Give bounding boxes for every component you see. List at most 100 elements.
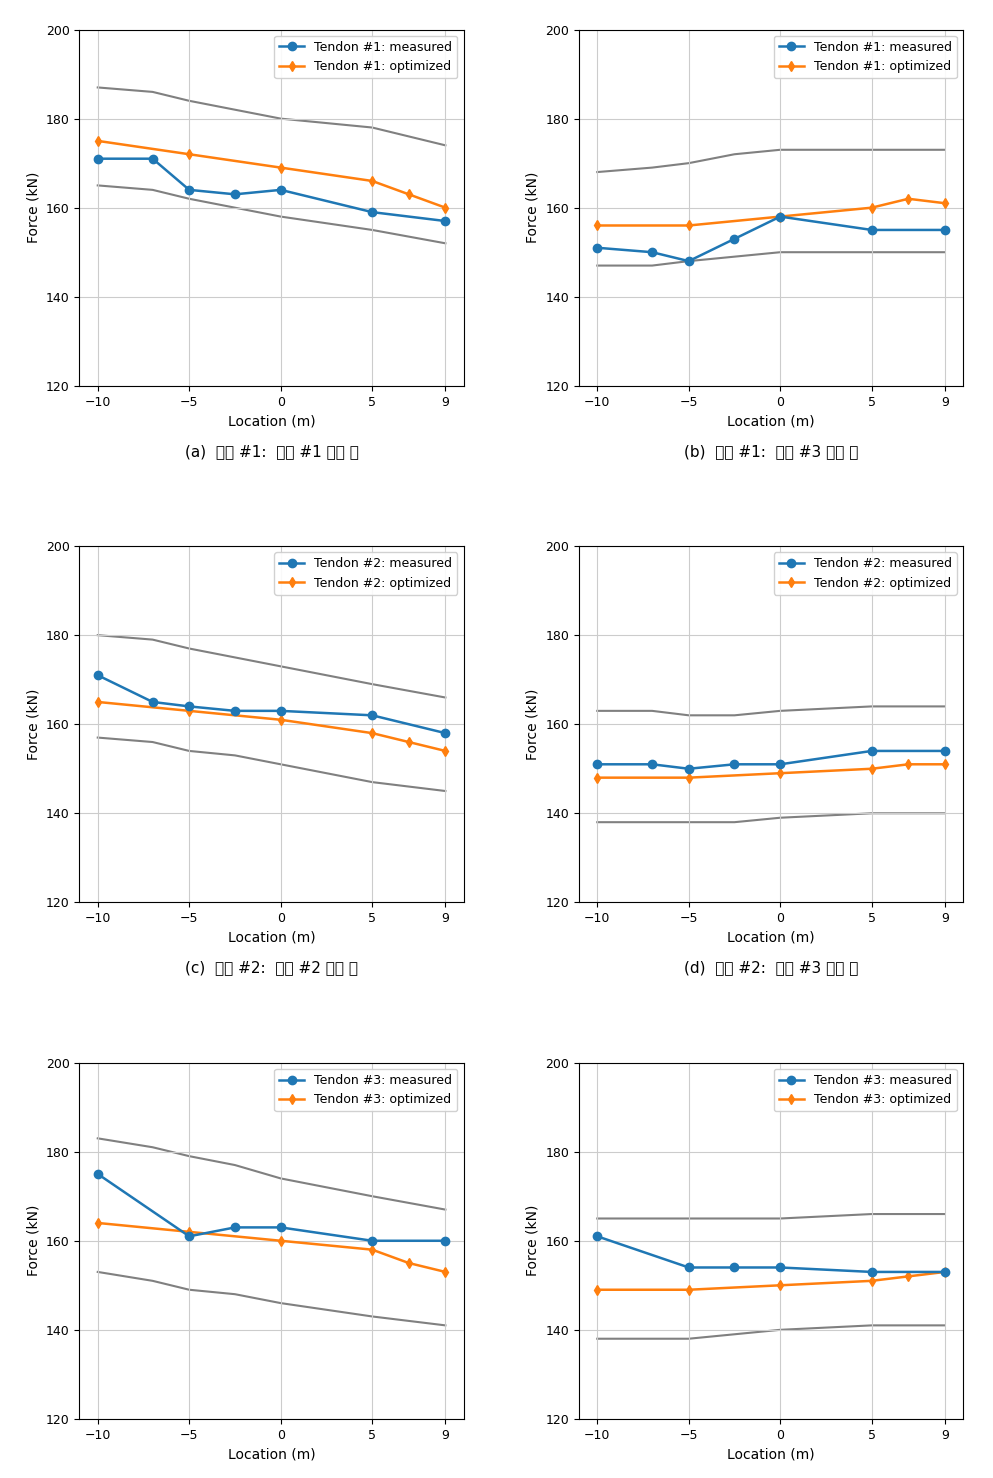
- X-axis label: Location (m): Location (m): [227, 931, 316, 944]
- Title: (c)  텐던 #2:  텐던 #2 긴장 후: (c) 텐던 #2: 텐던 #2 긴장 후: [185, 961, 358, 975]
- Y-axis label: Force (kN): Force (kN): [526, 689, 540, 760]
- Tendon #2: measured: (0, 151): measured: (0, 151): [775, 755, 786, 773]
- Tendon #3: optimized: (5, 151): optimized: (5, 151): [866, 1273, 878, 1290]
- Line: Tendon #2: optimized: Tendon #2: optimized: [94, 699, 449, 754]
- Tendon #2: optimized: (-10, 165): optimized: (-10, 165): [91, 693, 103, 711]
- X-axis label: Location (m): Location (m): [727, 414, 815, 429]
- Tendon #2: optimized: (0, 149): optimized: (0, 149): [775, 764, 786, 782]
- Tendon #2: measured: (-5, 150): measured: (-5, 150): [683, 760, 695, 777]
- Tendon #3: optimized: (-10, 149): optimized: (-10, 149): [591, 1281, 603, 1299]
- Tendon #2: optimized: (9, 151): optimized: (9, 151): [939, 755, 951, 773]
- Line: Tendon #1: measured: Tendon #1: measured: [593, 213, 949, 265]
- Title: (b)  텐던 #1:  텐던 #3 정착 후: (b) 텐던 #1: 텐던 #3 정착 후: [684, 443, 858, 458]
- Tendon #2: measured: (5, 154): measured: (5, 154): [866, 742, 878, 760]
- Tendon #2: measured: (-5, 164): measured: (-5, 164): [184, 698, 196, 715]
- Tendon #3: optimized: (-5, 162): optimized: (-5, 162): [184, 1222, 196, 1240]
- Tendon #3: measured: (0, 154): measured: (0, 154): [775, 1259, 786, 1277]
- Tendon #3: measured: (0, 163): measured: (0, 163): [275, 1218, 287, 1236]
- Y-axis label: Force (kN): Force (kN): [26, 689, 41, 760]
- Line: Tendon #3: optimized: Tendon #3: optimized: [94, 1219, 449, 1276]
- X-axis label: Location (m): Location (m): [227, 414, 316, 429]
- Line: Tendon #2: measured: Tendon #2: measured: [93, 671, 450, 738]
- Tendon #3: measured: (-5, 161): measured: (-5, 161): [184, 1227, 196, 1244]
- Tendon #1: optimized: (0, 158): optimized: (0, 158): [775, 208, 786, 226]
- Tendon #1: measured: (-2.5, 163): measured: (-2.5, 163): [229, 185, 241, 202]
- Tendon #3: optimized: (5, 158): optimized: (5, 158): [366, 1242, 378, 1259]
- Tendon #3: optimized: (9, 153): optimized: (9, 153): [440, 1264, 452, 1281]
- Tendon #1: optimized: (9, 160): optimized: (9, 160): [440, 200, 452, 217]
- Tendon #1: optimized: (7, 162): optimized: (7, 162): [903, 189, 915, 207]
- Tendon #1: measured: (-2.5, 153): measured: (-2.5, 153): [729, 231, 741, 248]
- Tendon #1: optimized: (-10, 175): optimized: (-10, 175): [91, 132, 103, 149]
- Tendon #2: optimized: (9, 154): optimized: (9, 154): [440, 742, 452, 760]
- Tendon #3: measured: (5, 160): measured: (5, 160): [366, 1231, 378, 1249]
- Tendon #1: optimized: (5, 166): optimized: (5, 166): [366, 171, 378, 189]
- Legend: Tendon #1: measured, Tendon #1: optimized: Tendon #1: measured, Tendon #1: optimize…: [274, 35, 458, 78]
- Tendon #3: optimized: (0, 150): optimized: (0, 150): [775, 1277, 786, 1295]
- Tendon #2: optimized: (5, 150): optimized: (5, 150): [866, 760, 878, 777]
- Tendon #1: measured: (0, 164): measured: (0, 164): [275, 180, 287, 198]
- Tendon #3: measured: (-10, 175): measured: (-10, 175): [91, 1165, 103, 1182]
- Tendon #2: measured: (0, 163): measured: (0, 163): [275, 702, 287, 720]
- Tendon #1: measured: (-10, 151): measured: (-10, 151): [591, 239, 603, 257]
- Tendon #1: measured: (5, 159): measured: (5, 159): [366, 204, 378, 222]
- Tendon #1: measured: (9, 157): measured: (9, 157): [440, 213, 452, 231]
- Tendon #3: optimized: (0, 160): optimized: (0, 160): [275, 1231, 287, 1249]
- Tendon #2: measured: (9, 158): measured: (9, 158): [440, 724, 452, 742]
- Tendon #3: measured: (9, 160): measured: (9, 160): [440, 1231, 452, 1249]
- Tendon #2: optimized: (7, 156): optimized: (7, 156): [403, 733, 415, 751]
- Tendon #3: measured: (-5, 154): measured: (-5, 154): [683, 1259, 695, 1277]
- Tendon #3: optimized: (-5, 149): optimized: (-5, 149): [683, 1281, 695, 1299]
- Tendon #3: optimized: (-10, 164): optimized: (-10, 164): [91, 1213, 103, 1231]
- Tendon #2: optimized: (-5, 163): optimized: (-5, 163): [184, 702, 196, 720]
- Tendon #2: measured: (5, 162): measured: (5, 162): [366, 706, 378, 724]
- Line: Tendon #3: measured: Tendon #3: measured: [93, 1169, 450, 1244]
- Tendon #2: optimized: (0, 161): optimized: (0, 161): [275, 711, 287, 729]
- Tendon #1: optimized: (7, 163): optimized: (7, 163): [403, 185, 415, 202]
- Tendon #3: optimized: (7, 155): optimized: (7, 155): [403, 1255, 415, 1273]
- Tendon #2: optimized: (5, 158): optimized: (5, 158): [366, 724, 378, 742]
- Tendon #2: measured: (-7, 151): measured: (-7, 151): [646, 755, 658, 773]
- Tendon #3: optimized: (9, 153): optimized: (9, 153): [939, 1264, 951, 1281]
- Tendon #2: measured: (-7, 165): measured: (-7, 165): [147, 693, 159, 711]
- Tendon #1: optimized: (5, 160): optimized: (5, 160): [866, 200, 878, 217]
- Line: Tendon #2: measured: Tendon #2: measured: [593, 746, 949, 773]
- Tendon #1: optimized: (-5, 156): optimized: (-5, 156): [683, 217, 695, 235]
- Tendon #2: measured: (-10, 171): measured: (-10, 171): [91, 667, 103, 684]
- Legend: Tendon #2: measured, Tendon #2: optimized: Tendon #2: measured, Tendon #2: optimize…: [774, 553, 957, 594]
- Title: (d)  텐던 #2:  텐던 #3 정착 후: (d) 텐던 #2: 텐던 #3 정착 후: [684, 961, 858, 975]
- Tendon #3: measured: (9, 153): measured: (9, 153): [939, 1264, 951, 1281]
- Tendon #3: measured: (-10, 161): measured: (-10, 161): [591, 1227, 603, 1244]
- Tendon #2: optimized: (-10, 148): optimized: (-10, 148): [591, 769, 603, 786]
- Y-axis label: Force (kN): Force (kN): [26, 171, 41, 244]
- Tendon #1: optimized: (-10, 156): optimized: (-10, 156): [591, 217, 603, 235]
- Tendon #3: measured: (-2.5, 163): measured: (-2.5, 163): [229, 1218, 241, 1236]
- Tendon #1: measured: (5, 155): measured: (5, 155): [866, 222, 878, 239]
- Legend: Tendon #1: measured, Tendon #1: optimized: Tendon #1: measured, Tendon #1: optimize…: [774, 35, 957, 78]
- Tendon #2: measured: (-10, 151): measured: (-10, 151): [591, 755, 603, 773]
- Tendon #1: optimized: (9, 161): optimized: (9, 161): [939, 194, 951, 211]
- Tendon #2: optimized: (7, 151): optimized: (7, 151): [903, 755, 915, 773]
- Tendon #1: measured: (-7, 150): measured: (-7, 150): [646, 244, 658, 262]
- Tendon #2: measured: (9, 154): measured: (9, 154): [939, 742, 951, 760]
- Line: Tendon #1: optimized: Tendon #1: optimized: [594, 195, 948, 229]
- Tendon #2: measured: (-2.5, 151): measured: (-2.5, 151): [729, 755, 741, 773]
- X-axis label: Location (m): Location (m): [727, 1447, 815, 1462]
- Line: Tendon #1: optimized: Tendon #1: optimized: [94, 137, 449, 211]
- Y-axis label: Force (kN): Force (kN): [526, 1205, 540, 1277]
- Legend: Tendon #3: measured, Tendon #3: optimized: Tendon #3: measured, Tendon #3: optimize…: [774, 1069, 957, 1111]
- Y-axis label: Force (kN): Force (kN): [26, 1205, 41, 1277]
- Tendon #1: measured: (0, 158): measured: (0, 158): [775, 208, 786, 226]
- Legend: Tendon #3: measured, Tendon #3: optimized: Tendon #3: measured, Tendon #3: optimize…: [274, 1069, 458, 1111]
- Line: Tendon #3: optimized: Tendon #3: optimized: [594, 1268, 948, 1293]
- Tendon #3: measured: (5, 153): measured: (5, 153): [866, 1264, 878, 1281]
- X-axis label: Location (m): Location (m): [227, 1447, 316, 1462]
- Line: Tendon #2: optimized: Tendon #2: optimized: [594, 761, 948, 782]
- Tendon #1: measured: (-7, 171): measured: (-7, 171): [147, 149, 159, 167]
- Tendon #1: optimized: (0, 169): optimized: (0, 169): [275, 158, 287, 176]
- Tendon #1: measured: (-5, 148): measured: (-5, 148): [683, 253, 695, 270]
- X-axis label: Location (m): Location (m): [727, 931, 815, 944]
- Title: (a)  텐던 #1:  텐던 #1 긴장 후: (a) 텐던 #1: 텐던 #1 긴장 후: [185, 443, 358, 458]
- Tendon #3: measured: (-2.5, 154): measured: (-2.5, 154): [729, 1259, 741, 1277]
- Line: Tendon #3: measured: Tendon #3: measured: [593, 1233, 949, 1276]
